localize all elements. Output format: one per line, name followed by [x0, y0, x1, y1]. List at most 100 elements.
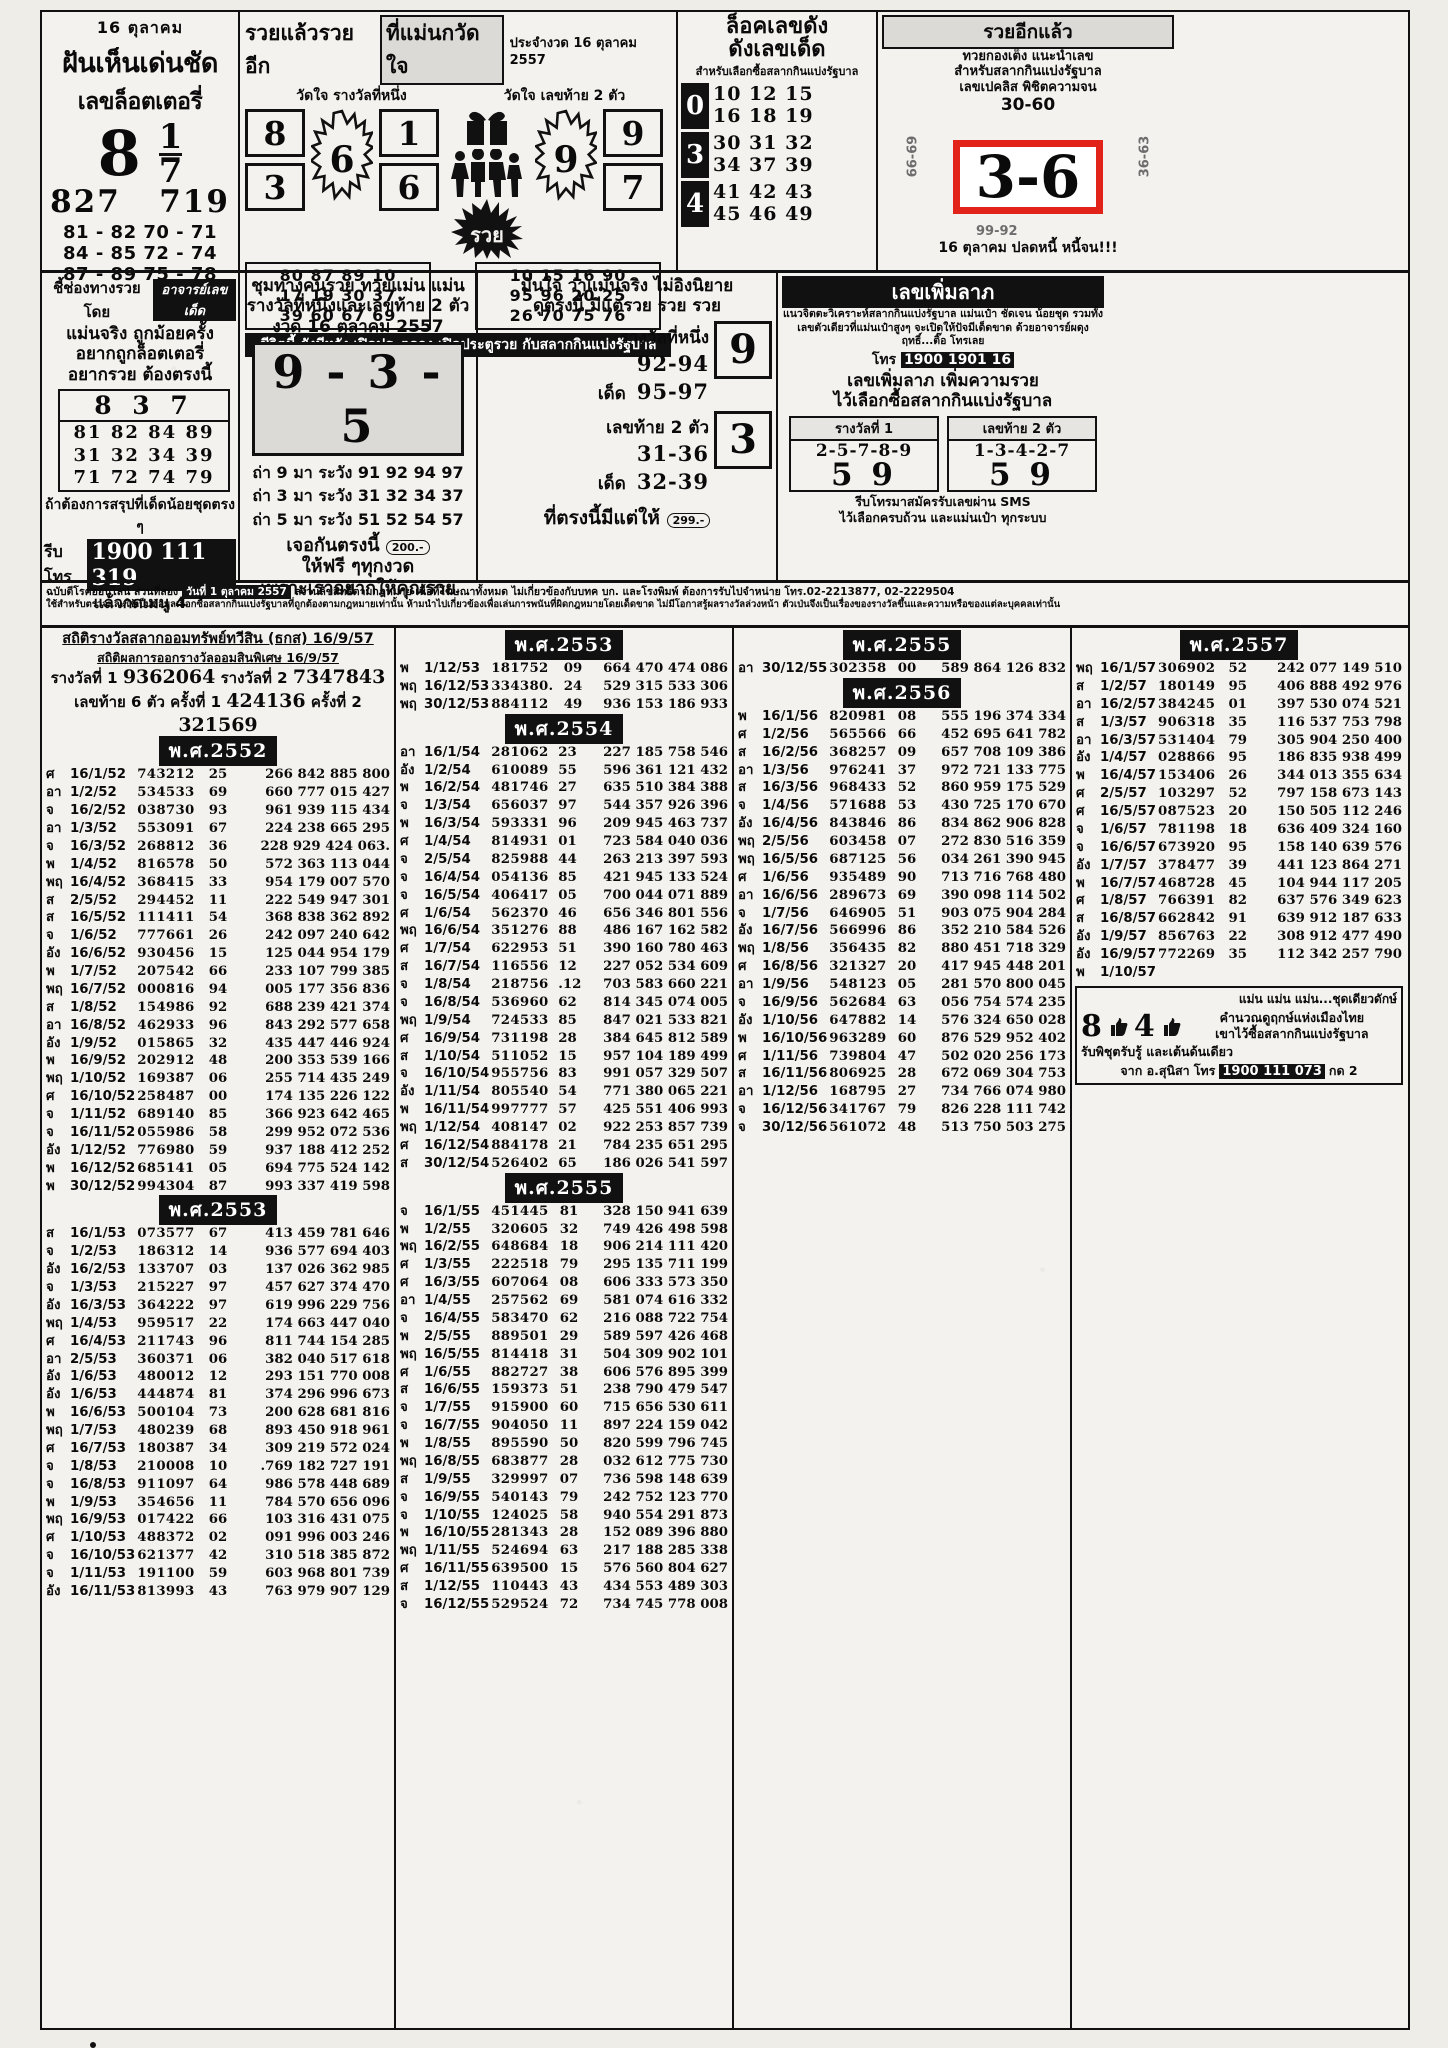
draw-first-prize: 731198 — [491, 1030, 549, 1046]
draw-last2: 47 — [897, 1048, 917, 1064]
table-row: พ 1/2/55 320605 32 749 426 498 598 — [399, 1221, 729, 1239]
draw-three-digits: 502 020 256 173 — [941, 1048, 1066, 1064]
draw-last2: 38 — [559, 1364, 579, 1380]
draw-three-digits: 116 537 753 798 — [1277, 714, 1402, 730]
draw-weekday: ส — [400, 1579, 409, 1594]
draw-date: 1/11/56 — [762, 1048, 818, 1064]
draw-last2: 65 — [558, 1155, 577, 1171]
panel-g-labels: เลขท้าย 2 ตัว 31-36 — [482, 414, 709, 466]
panel-f-price-pill: 200.- — [385, 539, 430, 555]
draw-weekday: อา — [46, 821, 62, 837]
table-row: พฤ 16/5/55 814418 31 504 309 902 101 — [399, 1346, 729, 1364]
table-row: จ 1/2/53 186312 14 936 577 694 403 — [45, 1243, 391, 1261]
draw-first-prize: 994304 — [137, 1178, 195, 1194]
table-row: ศ 16/1/52 743212 25 266 842 885 800 — [45, 766, 391, 784]
draw-first-prize: 468728 — [1157, 875, 1216, 891]
draw-last2: 63 — [897, 994, 917, 1010]
table-row: อัง 16/6/52 930456 15 125 044 954 179 — [45, 945, 391, 963]
draw-weekday: อัง — [400, 762, 415, 778]
table-row: ส 1/8/52 154986 92 688 239 421 374 — [45, 999, 391, 1017]
draw-first-prize: 191100 — [137, 1566, 195, 1582]
draw-three-digits: 293 151 770 008 — [265, 1369, 390, 1385]
draw-date: 1/4/52 — [70, 856, 117, 872]
draw-three-digits: 434 553 489 303 — [603, 1579, 728, 1594]
draw-last2: 12 — [208, 1369, 228, 1385]
footer-ad-phone-row[interactable]: จาก อ.สุนิสา โทร 1900 111 073 กด 2 — [1081, 1061, 1397, 1081]
draw-date: 2/5/52 — [70, 892, 117, 908]
draw-date: 1/3/56 — [762, 762, 809, 778]
draw-date: 16/2/57 — [1100, 696, 1156, 712]
draw-last2: 81 — [208, 1387, 228, 1403]
draw-last2: 02 — [558, 1120, 577, 1135]
draw-last2: 29 — [559, 1328, 579, 1344]
draw-last2: 07 — [559, 1471, 579, 1487]
table-row: อัง 1/9/57 856763 22 308 912 477 490 — [1075, 928, 1403, 946]
draw-date: 30/12/52 — [70, 1178, 136, 1194]
sheet-border: 16 ตุลาคม ฝันเห็นเด่นชัด เลขล็อตเตอรี่ 8… — [40, 10, 1410, 2048]
panel-g-line-1: มั่นใจ ว่าแม่นจริง ไม่อิงนิยาย — [520, 276, 734, 296]
table-row: ศ 1/6/56 935489 90 713 716 768 480 — [737, 869, 1067, 887]
draw-weekday: ส — [46, 999, 55, 1015]
draw-weekday: พฤ — [400, 1543, 417, 1559]
draw-date: 16/10/53 — [70, 1548, 136, 1564]
panel-h-column-big: 5 9 — [989, 456, 1055, 493]
draw-three-digits: 421 945 133 524 — [603, 869, 728, 885]
draw-last2: 09 — [563, 661, 583, 676]
panel-h-phone-number[interactable]: 1900 1901 16 — [900, 351, 1015, 368]
draw-date: 2/5/56 — [762, 834, 809, 849]
table-row: จ 16/10/53 621377 42 310 518 385 872 — [45, 1547, 391, 1565]
draw-date: 1/8/54 — [424, 977, 471, 992]
draw-three-digits: 656 346 801 556 — [603, 905, 728, 921]
panel-d-line-3: เลขเปคลิส พิชิตความจน — [959, 79, 1097, 95]
draw-last2: 59 — [208, 1142, 228, 1158]
table-row: อา 16/1/54 281062 23 227 185 758 546 — [399, 744, 729, 762]
draw-weekday: พฤ — [400, 923, 417, 939]
draw-last2: 45 — [1228, 875, 1248, 891]
draw-date: 16/10/52 — [70, 1089, 136, 1105]
stats-column-3: พ.ศ.2555 อา 30/12/55 302358 00 589 864 126 83… — [732, 628, 1070, 2028]
table-row: จ 1/11/53 191100 59 603 968 801 739 — [45, 1565, 391, 1583]
panel-f-line-2: รางวัลที่หนึ่งและเลขท้าย 2 ตัว — [246, 296, 470, 317]
draw-three-digits: 544 357 926 396 — [603, 798, 728, 814]
draw-date: 1/8/56 — [762, 941, 809, 957]
draw-first-prize: 825988 — [491, 851, 549, 867]
draw-first-prize: 565566 — [829, 726, 887, 742]
draw-date: 1/4/53 — [70, 1315, 117, 1331]
draw-three-digits: 589 864 126 832 — [941, 661, 1066, 676]
draw-first-prize: 180387 — [137, 1440, 195, 1456]
draw-first-prize: 683877 — [491, 1453, 549, 1469]
draw-last2: 87 — [208, 1178, 228, 1194]
draw-date: 1/6/52 — [70, 928, 117, 944]
draw-date: 16/7/57 — [1100, 875, 1156, 891]
table-row: พ 1/4/52 816578 50 572 363 113 044 — [45, 856, 391, 874]
draw-three-digits: 820 599 796 745 — [603, 1436, 728, 1451]
draw-first-prize: 895590 — [491, 1436, 549, 1451]
draw-three-digits: 637 576 349 623 — [1277, 893, 1402, 909]
panel-b-number-row: 26 70 75 76 — [509, 306, 627, 325]
draw-weekday: จ — [46, 838, 54, 854]
draw-last2: 93 — [208, 803, 228, 819]
draw-three-digits: 715 656 530 611 — [603, 1400, 728, 1416]
footer-ad-phone-number[interactable]: 1900 111 073 — [1219, 1063, 1325, 1079]
draw-first-prize: 202912 — [137, 1053, 195, 1069]
panel-d-line-4: 30-60 — [1000, 94, 1056, 115]
draw-first-prize: 959517 — [137, 1315, 195, 1331]
draw-three-digits: 406 888 492 976 — [1277, 678, 1402, 694]
table-row: ศ 1/4/54 814931 01 723 584 040 036 — [399, 833, 729, 851]
draw-three-digits: 639 912 187 633 — [1277, 911, 1402, 927]
stats-year-label: พ.ศ.2555 — [504, 1172, 624, 1203]
draw-first-prize: 968433 — [829, 780, 887, 796]
table-row: ส 16/5/52 111411 54 368 838 362 892 — [45, 909, 391, 927]
draw-last2: 21 — [558, 1137, 577, 1153]
panel-g-labels: เด็ด 95-97 — [482, 379, 709, 407]
table-row: จ 30/12/56 561072 48 513 750 503 275 — [737, 1119, 1067, 1137]
panel-h-phone-row[interactable]: โทร 1900 1901 16 — [782, 349, 1104, 371]
legal-date-badge: วันที่ 1 ตุลาคม 2557 — [182, 585, 291, 600]
table-row: ส 1/12/55 110443 43 434 553 489 303 — [399, 1578, 729, 1596]
draw-first-prize: 639500 — [491, 1561, 549, 1577]
panel-c-values: 41 42 43 45 46 49 — [713, 181, 873, 226]
draw-date: 16/8/57 — [1100, 911, 1156, 927]
draw-last2: 81 — [559, 1203, 579, 1219]
draw-three-digits: 847 021 533 821 — [603, 1012, 728, 1028]
table-row: อา 16/6/56 289673 69 390 098 114 502 — [737, 887, 1067, 905]
